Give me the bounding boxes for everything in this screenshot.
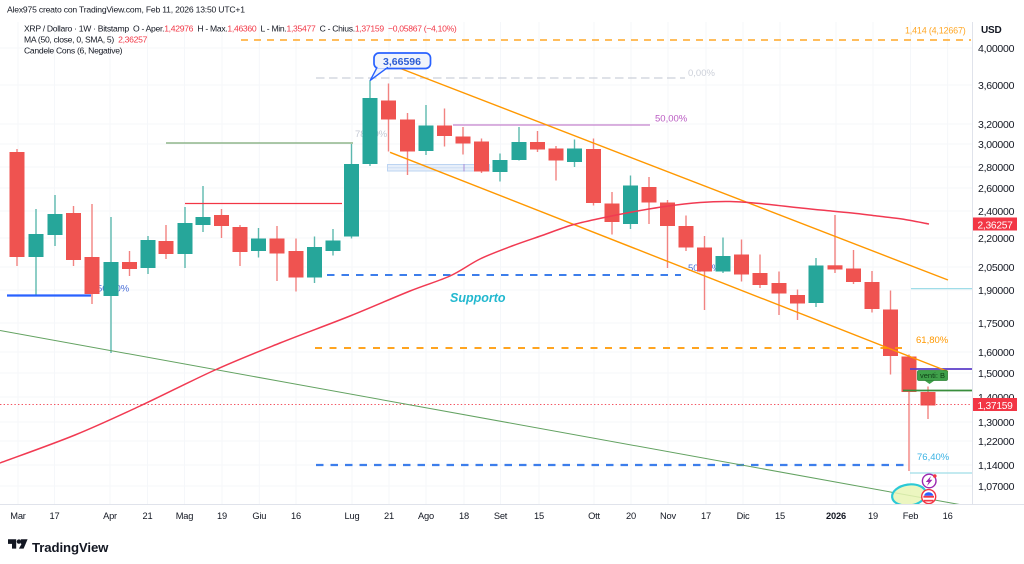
svg-text:Apr: Apr: [103, 511, 117, 521]
svg-text:1,75000: 1,75000: [978, 318, 1015, 330]
svg-text:Set: Set: [494, 511, 508, 521]
svg-text:16: 16: [291, 511, 301, 521]
svg-text:MA (50, close, 0, SMA, 5) 2,3: MA (50, close, 0, SMA, 5) 2,36257: [24, 34, 148, 44]
svg-text:Candele Cons (6, Negative): Candele Cons (6, Negative): [24, 45, 123, 55]
svg-text:2,20000: 2,20000: [978, 233, 1015, 245]
svg-text:Alex975 creato con TradingView: Alex975 creato con TradingView.com, Feb …: [7, 5, 245, 15]
svg-text:Supporto: Supporto: [450, 291, 506, 305]
svg-text:17: 17: [50, 511, 60, 521]
svg-text:Dic: Dic: [737, 511, 750, 521]
svg-text:1,30000: 1,30000: [978, 417, 1015, 429]
svg-text:15: 15: [775, 511, 785, 521]
svg-text:17: 17: [701, 511, 711, 521]
svg-text:Mar: Mar: [10, 511, 26, 521]
svg-text:1,07000: 1,07000: [978, 481, 1015, 493]
svg-text:Mag: Mag: [176, 511, 194, 521]
svg-text:3,00000: 3,00000: [978, 139, 1015, 151]
svg-text:19: 19: [217, 511, 227, 521]
svg-text:Ago: Ago: [418, 511, 434, 521]
svg-text:1,22000: 1,22000: [978, 436, 1015, 448]
svg-text:Lug: Lug: [345, 511, 360, 521]
svg-text:18: 18: [459, 511, 469, 521]
svg-text:Feb: Feb: [903, 511, 918, 521]
svg-text:2,05000: 2,05000: [978, 262, 1015, 274]
svg-text:19: 19: [868, 511, 878, 521]
svg-text:Ott: Ott: [588, 511, 600, 521]
svg-text:15: 15: [534, 511, 544, 521]
svg-text:0,00%: 0,00%: [688, 68, 715, 79]
svg-text:2,80000: 2,80000: [978, 162, 1015, 174]
svg-text:2,36257: 2,36257: [978, 221, 1014, 232]
svg-text:1,90000: 1,90000: [978, 285, 1015, 297]
svg-text:1,60000: 1,60000: [978, 347, 1015, 359]
svg-text:2,60000: 2,60000: [978, 183, 1015, 195]
svg-text:21: 21: [384, 511, 394, 521]
svg-text:16: 16: [943, 511, 953, 521]
svg-text:Nov: Nov: [660, 511, 676, 521]
svg-text:1,37159: 1,37159: [978, 401, 1014, 412]
svg-text:76,40%: 76,40%: [917, 452, 950, 463]
svg-text:TradingView: TradingView: [32, 540, 109, 555]
svg-text:3,60000: 3,60000: [978, 80, 1015, 92]
svg-text:3,20000: 3,20000: [978, 119, 1015, 131]
svg-text:USD: USD: [981, 25, 1002, 36]
svg-text:1,414 (4,12667): 1,414 (4,12667): [905, 26, 966, 36]
svg-text:2,40000: 2,40000: [978, 206, 1015, 218]
svg-text:1,50000: 1,50000: [978, 368, 1015, 380]
svg-text:XRP / Dollaro · 1W · Bitstamp: XRP / Dollaro · 1W · Bitstamp O - Aper.1…: [24, 23, 457, 33]
svg-text:3,66596: 3,66596: [383, 56, 421, 68]
svg-text:50,00%: 50,00%: [655, 114, 688, 125]
svg-text:2026: 2026: [826, 511, 846, 521]
svg-text:1,14000: 1,14000: [978, 460, 1015, 472]
svg-text:61,80%: 61,80%: [916, 335, 949, 346]
svg-text:Giu: Giu: [252, 511, 266, 521]
svg-text:21: 21: [143, 511, 153, 521]
svg-text:4,00000: 4,00000: [978, 43, 1015, 55]
svg-text:venti: B: venti: B: [920, 371, 945, 380]
svg-text:20: 20: [626, 511, 636, 521]
